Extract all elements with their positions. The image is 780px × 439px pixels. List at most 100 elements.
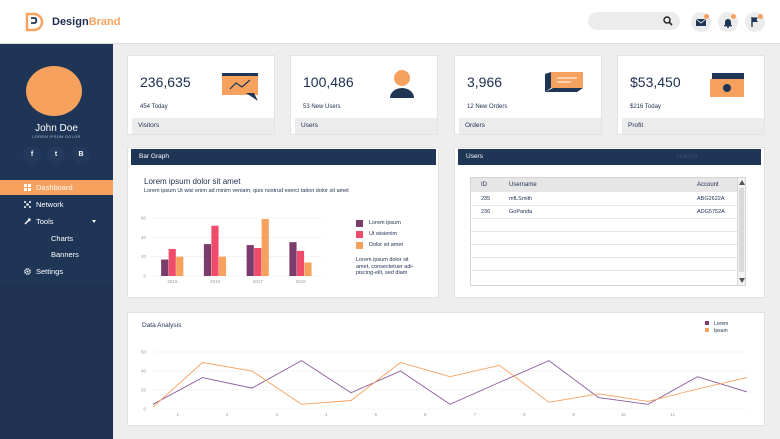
x-tick-label: 2018 [296, 279, 307, 284]
legend-swatch [705, 321, 709, 325]
mail-button[interactable] [691, 12, 711, 32]
sidebar-item-settings[interactable]: Settings [0, 264, 113, 279]
notifications-badge [731, 14, 736, 19]
legend-label: Lorem [714, 321, 728, 327]
data-analysis-title: Data Analysis [142, 322, 182, 329]
table-cell: 235 [481, 196, 491, 202]
search-input[interactable] [588, 12, 680, 30]
users-title: Users SEARCH [458, 149, 761, 165]
y-tick-label: 40 [141, 235, 147, 240]
users-search-input[interactable]: SEARCH [676, 154, 697, 160]
x-tick-label: 5 [374, 412, 377, 417]
sidebar-item-label: Charts [51, 234, 74, 243]
stat-value: 100,486 [303, 74, 354, 90]
facebook-icon[interactable]: f [23, 146, 41, 164]
table-scrollbar[interactable] [737, 178, 745, 285]
mail-icon [695, 18, 707, 26]
stat-label: Profit [622, 118, 764, 134]
column-header-account[interactable]: Account [697, 182, 719, 188]
scroll-down-icon[interactable] [739, 278, 745, 283]
stat-label: Orders [459, 118, 601, 134]
bell-icon [724, 19, 732, 28]
bar [289, 242, 297, 276]
dashboard-icon [24, 184, 31, 191]
sidebar-item-label: Dashboard [36, 183, 73, 192]
flag-icon [751, 17, 758, 27]
table-cell: ADG5752A [697, 209, 725, 215]
brand-logo-icon [25, 12, 44, 32]
series-line-ipsum [152, 362, 748, 408]
column-header-id[interactable]: ID [481, 182, 487, 188]
sidebar-item-label: Network [36, 200, 64, 209]
stat-label: Users [295, 118, 437, 134]
stat-subtext: 454 Today [140, 104, 168, 110]
stat-subtext: 53 New Users [303, 104, 341, 110]
y-tick-label: 0 [143, 407, 146, 412]
sidebar-item-label: Tools [36, 217, 54, 226]
stat-subtext: $216 Today [630, 104, 661, 110]
y-tick-label: 20 [141, 388, 147, 393]
flag-button[interactable] [745, 12, 765, 32]
column-header-username[interactable]: Username [509, 182, 537, 188]
x-tick-label: 10 [621, 412, 627, 417]
sidebar-item-label: Settings [36, 267, 64, 276]
sidebar-item-banners[interactable]: Banners [0, 247, 113, 262]
x-tick-label: 2 [226, 412, 229, 417]
sidebar-item-dashboard[interactable]: Dashboard [0, 180, 113, 195]
bar [254, 247, 262, 276]
legend-label: Dolor sit amet [369, 242, 403, 248]
sidebar-item-tools[interactable]: Tools [0, 214, 113, 229]
profile-subtitle: LOREM IPSUM DOLOR [32, 134, 81, 139]
brand-name: DesignBrand [52, 16, 120, 28]
x-tick-label: 11 [670, 412, 675, 417]
user-icon [390, 70, 414, 98]
bar [161, 259, 169, 276]
bar-graph-description: Lorem ipsum Ut wisi enim ad minim veniam… [144, 188, 349, 194]
sidebar: John Doe LOREM IPSUM DOLOR f t B Dashboa… [0, 44, 113, 439]
bar [304, 262, 312, 276]
x-tick-label: 2017 [253, 279, 264, 284]
x-tick-label: 6 [424, 412, 427, 417]
blogger-icon[interactable]: B [72, 146, 90, 164]
table-header: ID Username Account [471, 178, 737, 192]
stat-card-profit: $53,450 $216 Today Profit [617, 55, 765, 135]
search-icon[interactable] [663, 16, 673, 26]
y-tick-label: 60 [141, 350, 147, 355]
legend-swatch-dolor-sit-amet [356, 242, 363, 249]
scroll-up-icon[interactable] [739, 180, 745, 185]
table-cell: mfLSmith [509, 196, 533, 202]
table-row[interactable]: 236 GoPanda ADG5752A [471, 206, 737, 219]
stat-value: $53,450 [630, 74, 681, 90]
legend-label: Ut wisienim [369, 231, 398, 237]
x-tick-label: 2015 [167, 279, 178, 284]
scrollbar-thumb[interactable] [739, 188, 744, 272]
profile-name: John Doe [35, 123, 78, 134]
bar [168, 248, 176, 276]
table-row-empty [471, 232, 737, 245]
mail-badge [704, 14, 709, 19]
table-row[interactable]: 235 mfLSmith ABG2622A [471, 193, 737, 206]
twitter-icon[interactable]: t [47, 146, 65, 164]
sidebar-item-charts[interactable]: Charts [0, 231, 113, 246]
brand-name-part1: Design [52, 16, 89, 28]
chat-bubble-icon [545, 72, 583, 92]
flag-badge [758, 14, 763, 19]
x-tick-label: 2016 [210, 279, 221, 284]
legend-label: Lorem ipsum [369, 220, 401, 226]
brand-name-part2: Brand [88, 16, 121, 28]
bar [211, 225, 219, 276]
x-tick-label: 3 [275, 412, 278, 417]
table-row-empty [471, 258, 737, 271]
stat-label: Visitors [132, 118, 274, 134]
gear-icon [24, 268, 31, 275]
bar-chart: 60 40 20 0 2015 2016 2017 2018 [141, 216, 322, 284]
bar [203, 244, 212, 276]
notifications-button[interactable] [718, 12, 738, 32]
users-title-text: Users [466, 153, 483, 160]
avatar[interactable] [26, 66, 82, 116]
sidebar-item-network[interactable]: Network [0, 197, 113, 212]
top-bar: DesignBrand [0, 0, 780, 44]
legend-swatch-ut-wisienim [356, 231, 363, 238]
chevron-down-icon[interactable] [92, 220, 96, 223]
